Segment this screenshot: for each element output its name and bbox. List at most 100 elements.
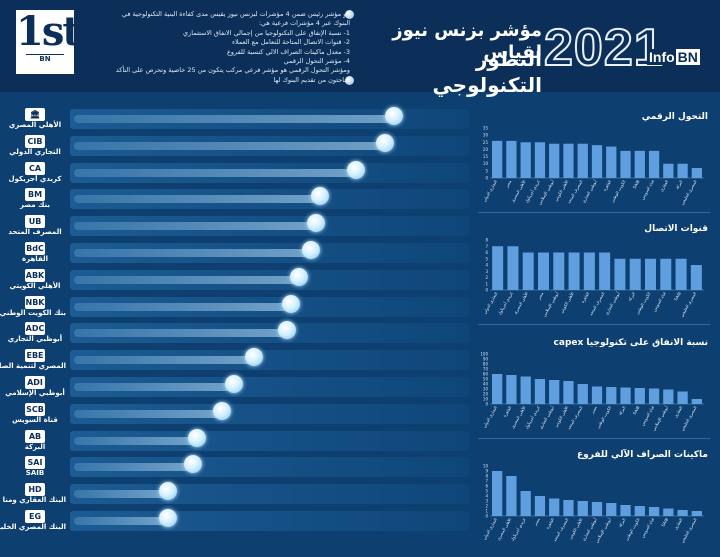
y-tick-label: 3 [485, 269, 488, 274]
bank-name-label: كريدي أجريكول [8, 174, 62, 183]
score-marker [159, 482, 178, 501]
bar [520, 376, 531, 404]
bar [591, 386, 603, 404]
x-tick-label: الكويت الوطني [635, 291, 652, 315]
bar [691, 511, 702, 516]
bar [506, 476, 517, 516]
bar [614, 258, 626, 290]
x-tick-label: مصر [589, 405, 598, 415]
score-bar [74, 383, 234, 391]
bar [534, 142, 546, 178]
score-marker [212, 401, 231, 420]
bank-score-row [70, 133, 469, 156]
bank-name-label: الأهلي المصري [8, 121, 62, 129]
CIB-logo-icon: CIB [25, 134, 45, 148]
bar [577, 143, 588, 178]
bank-name-label: أبوظبي التجاري [7, 335, 63, 344]
x-tick-label: المصرف المتحد [588, 291, 605, 316]
score-bar [74, 275, 300, 284]
bar [520, 491, 531, 516]
bar [577, 384, 588, 404]
credit-agricole-logo-icon: CA [25, 161, 45, 175]
panel-divider [478, 324, 710, 325]
x-tick-label: أبوظبي التجاري [604, 291, 621, 316]
bank-score-row [70, 509, 469, 531]
NBE-logo-icon: 🏛 [25, 108, 45, 121]
description-line: هو مؤشر رئيس ضمن 4 مؤشرات لبزنس نيوز يقي… [121, 10, 350, 18]
y-tick-label: 7 [485, 479, 488, 484]
bank-score-row [70, 294, 469, 317]
x-tick-label: قناة السويس [640, 405, 655, 427]
score-bar [74, 302, 292, 311]
bar [634, 506, 645, 516]
x-tick-label: قناة السويس [640, 179, 655, 201]
x-tick-label: المصرف المتحد [552, 517, 569, 542]
bar [568, 252, 580, 290]
y-tick-label: 1 [485, 281, 488, 286]
score-bar [74, 436, 197, 445]
score-bar [74, 249, 312, 257]
bar [563, 500, 574, 516]
bank-name-label: SAIB [25, 469, 45, 478]
index-description: هو مؤشر رئيس ضمن 4 مؤشرات لبزنس نيوز يقي… [92, 10, 350, 85]
bar [663, 389, 674, 404]
y-tick-label: 60 [483, 372, 489, 377]
bar [492, 471, 503, 516]
score-marker [302, 241, 321, 259]
bank-score-row [70, 428, 469, 451]
banque-du-caire-logo-icon: BdC [25, 242, 45, 255]
bank-name-label: البركة [24, 442, 46, 451]
x-tick-label: العقاري [673, 405, 684, 418]
first-place-badge: 1st BN [16, 8, 81, 74]
y-tick-label: 0 [485, 176, 488, 181]
y-tick-label: 2 [485, 275, 488, 280]
y-tick-label: 30 [483, 387, 489, 392]
bullet-dot-icon [345, 10, 354, 19]
bank-score-row [70, 375, 469, 397]
bank-name-label: القاهرة [21, 255, 49, 263]
score-marker [385, 107, 404, 125]
bar [506, 140, 517, 178]
y-tick-label: 20 [483, 147, 489, 152]
suez-canal-logo-icon: SCB [25, 402, 45, 416]
y-tick-label: 7 [485, 244, 488, 249]
score-bar [74, 222, 316, 231]
score-bar [74, 168, 357, 177]
bar [534, 379, 546, 404]
badge-text: 1st [16, 8, 81, 55]
x-tick-label: العقاري [659, 179, 670, 192]
bar [520, 142, 531, 178]
y-tick-label: 5 [485, 256, 488, 261]
y-tick-label: 0 [485, 514, 488, 519]
housing-bank-logo-icon: HD [25, 483, 45, 497]
chart-title: التحول الرقمي [641, 112, 708, 122]
x-tick-label: الكويت الوطني [624, 517, 641, 541]
panel-divider [478, 438, 710, 439]
y-tick-label: 80 [483, 362, 489, 367]
page-title-line1: مؤشر بزنس نيوز لقياس [392, 20, 542, 63]
x-tick-label: الأهلي المصري [512, 291, 529, 315]
x-tick-label: القاهرة [545, 517, 555, 530]
bank-name-label: البنك العقاري ومنا [2, 496, 66, 505]
x-tick-label: البركة [617, 405, 626, 416]
x-tick-label: البركة [617, 517, 626, 528]
egb-logo-icon: EG [25, 510, 45, 523]
x-tick-label: التجاري الدولي [481, 405, 498, 429]
y-tick-label: 50 [483, 377, 489, 382]
bar [620, 150, 631, 178]
bar [563, 381, 574, 404]
score-marker [306, 214, 325, 233]
score-marker [187, 428, 206, 447]
bar [506, 375, 517, 404]
bar [577, 501, 588, 516]
ebe-logo-icon: EBE [25, 349, 45, 363]
banque-misr-logo-icon: BM [25, 188, 45, 202]
nbk-logo-icon: NBK [25, 295, 45, 309]
bank-score-row [70, 348, 469, 371]
bar [690, 265, 702, 290]
bar [538, 252, 550, 290]
bar [549, 143, 560, 178]
